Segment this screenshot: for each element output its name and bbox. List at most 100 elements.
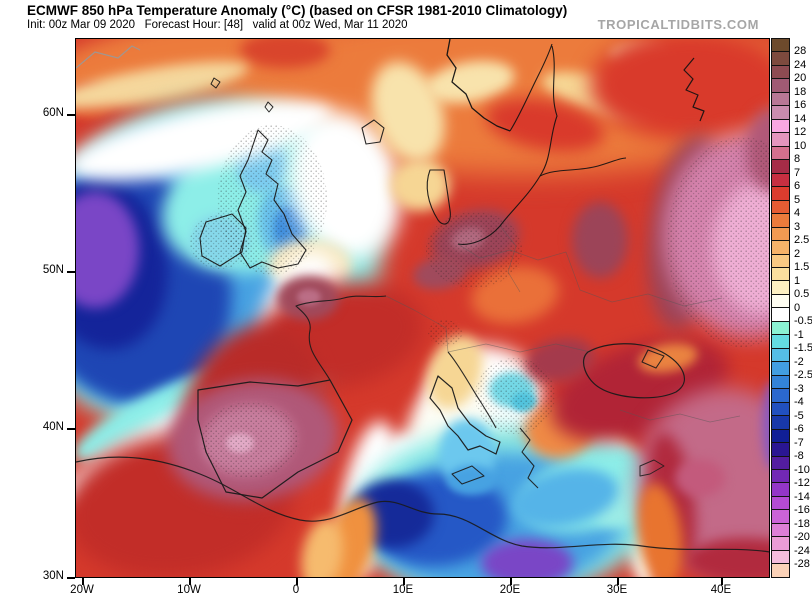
anomaly-field	[76, 39, 769, 577]
coastline	[683, 57, 705, 122]
anomaly-blob	[637, 483, 683, 577]
coastline	[264, 101, 274, 113]
stipple-overlay	[667, 137, 769, 347]
colorbar-tick-label: -2.5	[794, 369, 812, 381]
coastline	[509, 43, 553, 132]
lon-tick	[189, 578, 191, 585]
colorbar-cell	[772, 39, 789, 52]
anomaly-blob	[301, 518, 343, 577]
colorbar-cell	[772, 186, 789, 200]
colorbar-cell	[772, 293, 789, 308]
coastline	[197, 379, 353, 499]
colorbar-tick-label: 3	[794, 220, 801, 233]
anomaly-blob	[590, 39, 769, 140]
colorbar-cell	[772, 401, 789, 416]
coastline	[451, 465, 485, 485]
colorbar-tick-label: 4	[794, 207, 801, 219]
coastline	[639, 459, 665, 477]
coastline	[446, 39, 511, 132]
colorbar-cell	[772, 495, 789, 510]
colorbar-cell	[772, 442, 789, 456]
page-title: ECMWF 850 hPa Temperature Anomaly (°C) (…	[27, 3, 568, 18]
stipple-overlay	[202, 402, 298, 478]
colorbar-tick-label: 24	[794, 58, 807, 71]
colorbar-tick-label: 2.5	[794, 234, 810, 246]
colorbar-cell	[772, 509, 789, 523]
stipple-overlay	[475, 358, 555, 434]
colorbar-cell	[772, 388, 789, 402]
colorbar-tick-label: 16	[794, 99, 807, 111]
lon-tick-label: 40E	[710, 584, 732, 596]
colorbar-tick-label: -6	[794, 423, 804, 435]
lon-tick-label: 10E	[392, 584, 414, 596]
colorbar-cell	[772, 226, 789, 241]
coastline	[641, 349, 665, 369]
stipple-overlay	[426, 212, 522, 288]
colorbar-tick-label: 5	[794, 193, 801, 206]
lon-tick	[403, 578, 405, 585]
colorbar-cell	[772, 132, 789, 146]
coastline	[429, 375, 501, 455]
colorbar-tick-label: 2	[794, 247, 801, 260]
coastline	[210, 77, 221, 89]
colorbar-tick-label: -1.5	[794, 342, 812, 354]
colorbar-cell	[772, 78, 789, 92]
colorbar-tick-label: -10	[794, 463, 810, 476]
lat-tick-label: 50N	[42, 264, 64, 276]
colorbar-cell	[772, 563, 789, 577]
colorbar-cell	[772, 374, 789, 389]
anomaly-blob	[76, 61, 249, 109]
colorbar-tick-label: 1.5	[794, 261, 810, 273]
lon-tick-label: 30E	[606, 584, 628, 596]
site-watermark: TROPICALTIDBITS.COM	[597, 17, 759, 32]
coastline	[539, 45, 558, 177]
colorbar-tick-label: -2	[794, 355, 804, 368]
colorbar-cell	[772, 361, 789, 375]
colorbar-cell	[772, 213, 789, 227]
lat-tick-label: 30N	[42, 570, 64, 582]
colorbar-tick-label: -12	[794, 477, 810, 489]
colorbar-tick-label: 0	[794, 301, 801, 314]
colorbar-tick-label: -1	[794, 328, 804, 341]
colorbar-tick-label: -5	[794, 409, 804, 422]
anomaly-blob	[511, 468, 619, 528]
colorbar-cell	[772, 105, 789, 119]
anomaly-blob	[297, 289, 321, 305]
anomaly-map-canvas	[76, 39, 769, 577]
colorbar-tick-label: -7	[794, 436, 804, 449]
colorbar-cell	[772, 280, 789, 294]
colorbar-cell	[772, 428, 789, 443]
colorbar-tick-label: 14	[794, 112, 807, 125]
anomaly-blob	[76, 99, 333, 181]
anomaly-blob	[762, 383, 769, 467]
anomaly-blob	[485, 98, 605, 152]
colorbar-cell	[772, 469, 789, 483]
colorbar-tick-label: -16	[794, 504, 810, 516]
lon-tick-label: 20W	[70, 584, 94, 596]
colorbar-tick-label: 1	[794, 274, 801, 287]
colorbar-cell	[772, 91, 789, 106]
coastline	[519, 427, 539, 489]
country-border	[385, 295, 449, 353]
run-info-subtitle: Init: 00z Mar 09 2020 Forecast Hour: [48…	[27, 19, 408, 31]
lon-tick	[510, 578, 512, 585]
colorbar-cell	[772, 172, 789, 187]
colorbar-tick-label: -20	[794, 531, 810, 543]
colorbar-tick-label: -4	[794, 396, 804, 408]
colorbar-cell	[772, 51, 789, 65]
stipple-overlay	[190, 215, 250, 269]
colorbar-cell	[772, 536, 789, 550]
country-border	[619, 409, 741, 423]
anomaly-blob	[675, 459, 725, 497]
colorbar-tick-label: 20	[794, 72, 807, 84]
colorbar-cell	[772, 347, 789, 362]
anomaly-blob	[638, 343, 698, 373]
coastline	[199, 213, 247, 267]
colorbar-cell	[772, 253, 789, 267]
coastline	[76, 45, 141, 69]
anomaly-blob	[687, 538, 769, 577]
lon-tick	[296, 578, 298, 585]
colorbar-cell	[772, 145, 789, 160]
colorbar-cell	[772, 199, 789, 214]
